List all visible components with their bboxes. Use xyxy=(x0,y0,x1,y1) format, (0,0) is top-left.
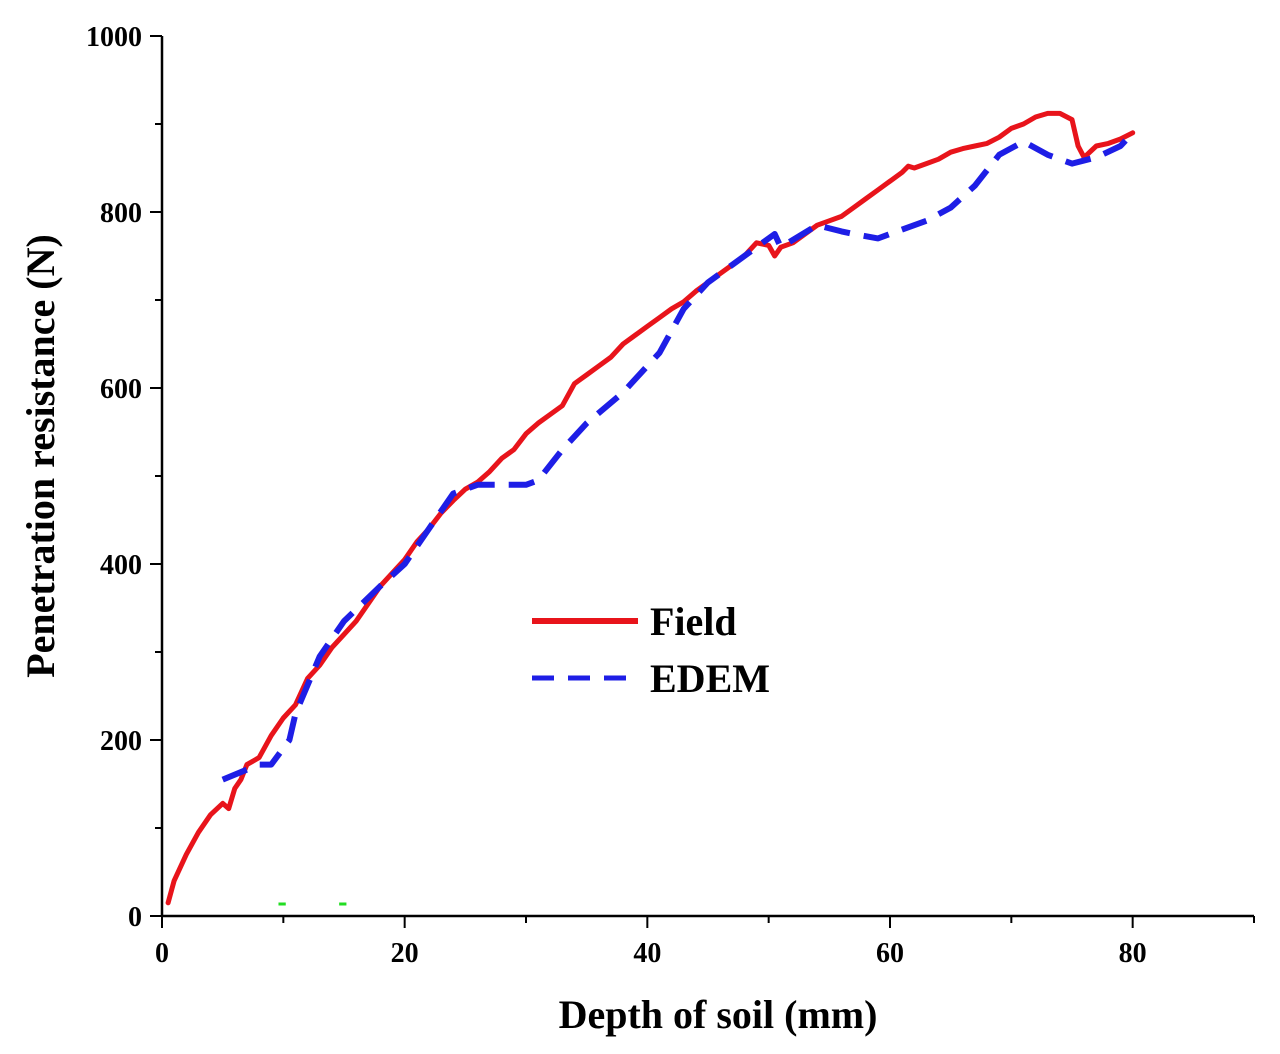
x-tick-label: 0 xyxy=(155,938,169,969)
series-line-field xyxy=(165,110,1136,906)
x-tick-label: 60 xyxy=(876,938,904,969)
y-tick-label: 1000 xyxy=(86,22,142,53)
y-tick-label: 0 xyxy=(128,902,142,933)
x-tick-label: 20 xyxy=(391,938,419,969)
series-layer xyxy=(165,110,1136,906)
legend-label-field: Field xyxy=(650,599,737,644)
x-axis-title: Depth of soil (mm) xyxy=(559,992,878,1037)
x-tick-label: 40 xyxy=(633,938,661,969)
y-tick-label: 800 xyxy=(100,198,142,229)
legend: Field EDEM xyxy=(532,599,770,701)
y-tick-label: 600 xyxy=(100,374,142,405)
y-tick-label: 400 xyxy=(100,550,142,581)
y-tick-label: 200 xyxy=(100,726,142,757)
x-tick-label: 80 xyxy=(1119,938,1147,969)
y-axis-title: Penetration resistance (N) xyxy=(18,234,63,678)
series-line-edem xyxy=(221,130,1135,783)
legend-label-edem: EDEM xyxy=(650,656,770,701)
